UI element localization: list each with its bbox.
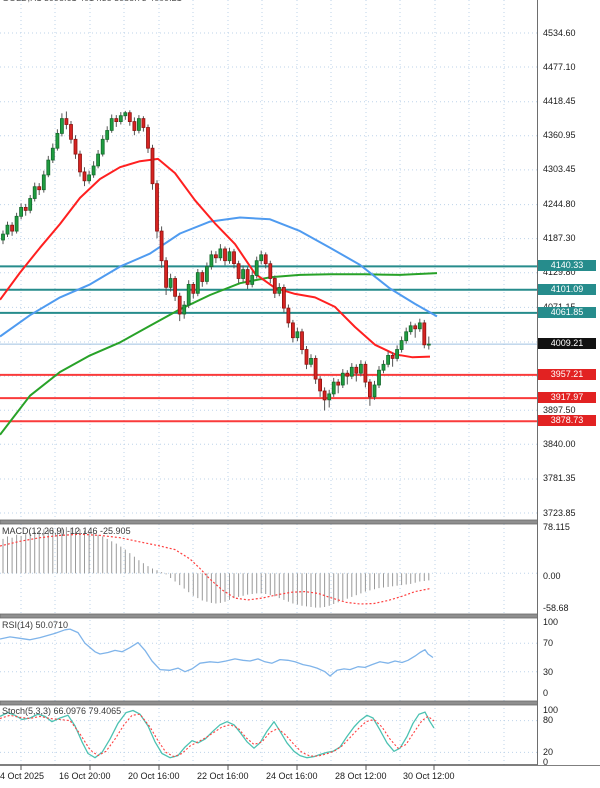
stoch-axis-label: 80: [543, 714, 554, 725]
time-axis-label: 24 Oct 16:00: [266, 771, 318, 781]
pane-separator[interactable]: [0, 519, 600, 525]
rsi-axis-label: 70: [543, 637, 554, 648]
ma-green: [0, 272, 438, 436]
support-price-badge: 3957.21: [538, 369, 596, 380]
stoch-label: Stoch(5,3,3) 66.0976 79.4065: [2, 706, 122, 716]
stoch-axis-label: 20: [543, 746, 554, 757]
time-axis-label: 20 Oct 16:00: [128, 771, 180, 781]
macd-axis-label: 0.00: [543, 570, 561, 581]
chart-title: GOLD,H1 3998.61 4014.38 3988.73 4009.21: [2, 0, 182, 3]
time-axis-label: 30 Oct 12:00: [403, 771, 455, 781]
stoch-d-line: [0, 713, 435, 758]
rsi-axis-label: 0: [543, 687, 549, 698]
resistance-price-badge: 4061.85: [538, 307, 596, 318]
price-axis-label: 4360.95: [543, 130, 576, 140]
rsi-label: RSI(14) 50.0710: [2, 620, 69, 630]
price-axis-label: 3781.35: [543, 473, 576, 483]
price-axis-label: 4129.80: [543, 267, 576, 277]
resistance-price-badge: 4101.09: [538, 284, 596, 295]
price-axis-label: 3840.00: [543, 439, 576, 449]
time-axis-label: 28 Oct 12:00: [335, 771, 387, 781]
time-axis[interactable]: 14 Oct 2025 16 Oct 20:00 20 Oct 16:00 22 Oc…: [0, 766, 600, 788]
candlesticks: [1, 110, 431, 411]
price-axis-label: 3897.50: [543, 405, 576, 415]
pane-separator[interactable]: [0, 700, 600, 706]
price-axis-label: 4244.80: [543, 199, 576, 209]
price-axis[interactable]: [537, 0, 600, 765]
resistance-price-badge: 4140.33: [538, 260, 596, 271]
macd-histogram: [2, 527, 430, 608]
price-axis-label: 4418.45: [543, 96, 576, 106]
pane-separator[interactable]: [0, 613, 600, 619]
time-axis-label: 22 Oct 16:00: [197, 771, 249, 781]
price-axis-label: 3723.85: [543, 508, 576, 518]
macd-axis-label: 78.115: [543, 521, 570, 532]
time-axis-label: 14 Oct 2025: [0, 771, 45, 781]
support-price-badge: 3917.97: [538, 392, 596, 403]
macd-label: MACD(12,26,9) -12.146 -25.905: [2, 526, 131, 536]
ma-red: [0, 157, 431, 359]
time-axis-label: 16 Oct 20:00: [59, 771, 111, 781]
price-axis-label: 4477.10: [543, 62, 576, 72]
rsi-axis-label: 30: [543, 666, 554, 677]
price-axis-label: 4303.45: [543, 164, 576, 174]
rsi-line: [0, 628, 434, 677]
gridlines: [0, 0, 537, 765]
ma-blue: [0, 216, 438, 338]
price-axis-label: 4187.30: [543, 233, 576, 243]
rsi-axis-label: 100: [543, 616, 559, 627]
price-axis-label: 4534.60: [543, 28, 576, 38]
support-price-badge: 3878.73: [538, 415, 596, 426]
stoch-k-line: [0, 709, 435, 759]
stoch-axis-label: 0: [543, 756, 549, 767]
current-price-badge: 4009.21: [538, 338, 596, 349]
macd-axis-label: -58.68: [543, 602, 569, 613]
stoch-axis-label: 100: [543, 704, 559, 715]
